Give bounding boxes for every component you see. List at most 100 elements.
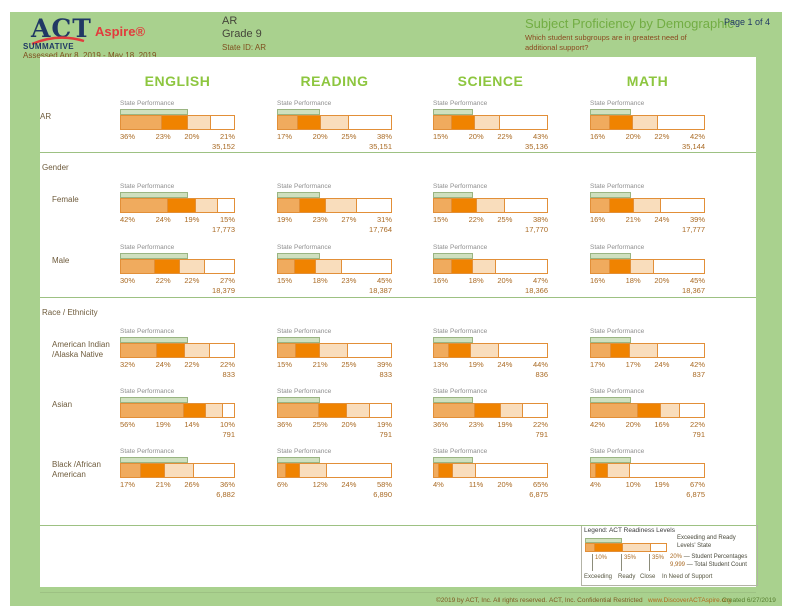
segment-ready [294, 260, 315, 273]
percent-labels: 36% 23% 20% 21% [120, 132, 235, 141]
percent-label: 19% [277, 215, 293, 224]
percent-label: 18% [468, 276, 484, 285]
percent-labels: 16% 21% 24% 39% [590, 215, 705, 224]
percent-label: 4% [433, 480, 444, 489]
segment-exceeding [278, 260, 295, 273]
percent-label: 31% [376, 215, 392, 224]
percent-labels: 15% 21% 25% 39% [277, 360, 392, 369]
proficiency-bar [120, 115, 235, 130]
segment-close [629, 344, 657, 357]
state-performance-label: State Performance [120, 328, 175, 335]
student-count: 18,366 [525, 286, 548, 295]
legend-tick [592, 554, 593, 571]
segment-in-need-of-support [209, 116, 234, 129]
segment-exceeding [591, 116, 609, 129]
segment-ready [595, 464, 608, 477]
proficiency-bar [590, 403, 705, 418]
content-panel: ENGLISH READING SCIENCE MATH Legend: ACT… [40, 57, 758, 587]
student-count: 791 [379, 430, 392, 439]
percent-labels: 19% 23% 27% 31% [277, 215, 392, 224]
percent-label: 32% [120, 360, 136, 369]
percent-label: 22% [654, 132, 670, 141]
student-count: 791 [692, 430, 705, 439]
proficiency-bar [120, 463, 235, 478]
percent-label: 20% [497, 480, 513, 489]
percent-labels: 56% 19% 14% 10% [120, 420, 235, 429]
percent-label: 15% [433, 215, 449, 224]
section-title: Gender [42, 163, 69, 172]
state-performance-label: State Performance [433, 448, 488, 455]
percent-label: 42% [689, 360, 705, 369]
legend-total-count-label: Total Student Count [694, 562, 747, 568]
percent-label: 38% [532, 215, 548, 224]
percent-label: 44% [532, 360, 548, 369]
segment-exceeding [434, 464, 439, 477]
row-label: AR [40, 112, 52, 121]
student-count: 791 [535, 430, 548, 439]
legend-title: Legend: ACT Readiness Levels [584, 527, 675, 534]
proficiency-bar [433, 343, 548, 358]
percent-label: 16% [590, 276, 606, 285]
proficiency-chart: State Performance 17% 20% 25% 38% 35,151 [277, 100, 392, 151]
segment-close [607, 464, 630, 477]
segment-exceeding [591, 464, 596, 477]
state-performance-label: State Performance [120, 100, 175, 107]
state-performance-label: State Performance [433, 328, 488, 335]
percent-label: 24% [654, 215, 670, 224]
legend-segment-in-need-of-support [649, 544, 667, 551]
state-performance-label: State Performance [277, 183, 332, 190]
segment-in-need-of-support [504, 199, 547, 212]
percent-label: 4% [590, 480, 601, 489]
segment-exceeding [434, 344, 449, 357]
percent-label: 12% [312, 480, 328, 489]
legend-percent-label: 35% [652, 555, 665, 561]
percent-label: 65% [532, 480, 548, 489]
state-id-label: State ID: AR [222, 43, 267, 52]
segment-exceeding [121, 116, 161, 129]
proficiency-chart: State Performance 15% 22% 25% 38% 17,770 [433, 183, 548, 234]
segment-close [632, 199, 661, 212]
state-performance-bar [433, 109, 474, 115]
percent-label: 42% [590, 420, 606, 429]
organization-name: AR [222, 15, 238, 27]
student-count: 6,875 [686, 490, 705, 499]
student-count: 6,875 [529, 490, 548, 499]
proficiency-chart: State Performance 30% 22% 22% 27% 18,379 [120, 244, 235, 295]
legend-percent-label: 10% [595, 555, 608, 561]
segment-ready [296, 116, 320, 129]
percent-label: 30% [120, 276, 136, 285]
student-count: 18,379 [212, 286, 235, 295]
percent-label: 42% [689, 132, 705, 141]
segment-exceeding [434, 116, 451, 129]
percent-label: 38% [376, 132, 392, 141]
percent-label: 56% [120, 420, 136, 429]
proficiency-bar [120, 343, 235, 358]
state-performance-bar [590, 253, 632, 259]
proficiency-chart: State Performance 36% 23% 19% 22% 791 [433, 388, 548, 439]
segment-ready [317, 404, 347, 417]
percent-label: 58% [376, 480, 392, 489]
state-performance-label: State Performance [277, 100, 332, 107]
percent-label: 42% [120, 215, 136, 224]
percent-labels: 15% 18% 23% 45% [277, 276, 392, 285]
segment-in-need-of-support [348, 116, 391, 129]
state-performance-bar [277, 397, 320, 403]
proficiency-chart: State Performance 16% 20% 22% 42% 35,144 [590, 100, 705, 151]
percent-label: 15% [433, 132, 449, 141]
percent-label: 20% [341, 420, 357, 429]
proficiency-chart: State Performance 4% 11% 20% 65% 6,875 [433, 448, 548, 499]
state-performance-label: State Performance [590, 448, 645, 455]
percent-labels: 16% 20% 22% 42% [590, 132, 705, 141]
proficiency-bar [590, 259, 705, 274]
segment-close [205, 404, 222, 417]
segment-in-need-of-support [216, 199, 235, 212]
state-performance-bar [277, 457, 320, 463]
segment-in-need-of-support [653, 260, 704, 273]
proficiency-bar [433, 115, 548, 130]
state-performance-label: State Performance [433, 183, 488, 190]
percent-label: 16% [590, 132, 606, 141]
segment-close [183, 344, 209, 357]
percent-label: 6% [277, 480, 288, 489]
segment-close [451, 464, 475, 477]
segment-exceeding [278, 464, 285, 477]
